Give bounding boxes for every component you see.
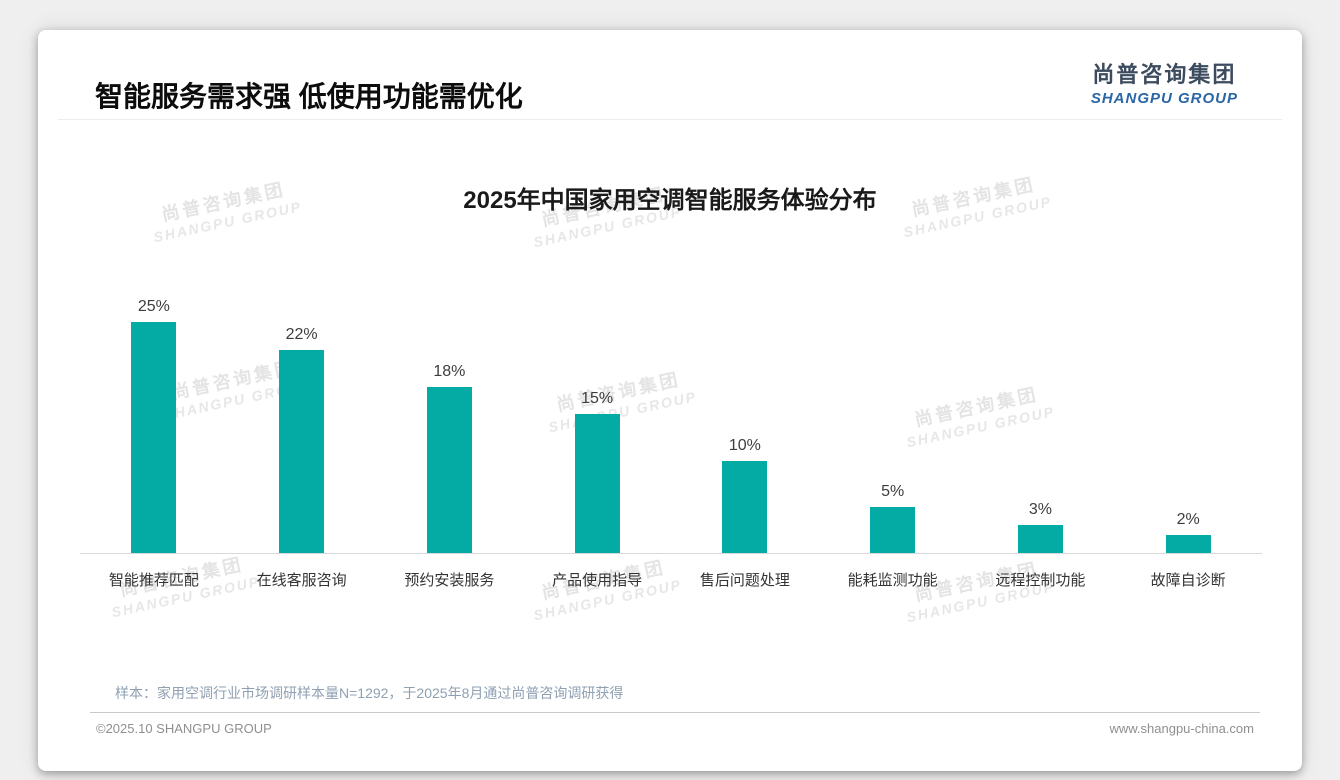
bar-column: 25% <box>80 270 228 553</box>
bar-column: 22% <box>228 270 376 553</box>
footer-copyright: ©2025.10 SHANGPU GROUP <box>96 721 272 736</box>
bar-column: 10% <box>671 270 819 553</box>
x-axis-label: 智能推荐匹配 <box>108 572 199 589</box>
x-axis-label: 能耗监测功能 <box>847 572 938 589</box>
bar-column: 2% <box>1114 270 1262 553</box>
bar-value-label: 15% <box>581 390 614 408</box>
sample-note: 样本：家用空调行业市场调研样本量N=1292，于2025年8月通过尚普咨询调研获… <box>115 685 624 701</box>
x-axis-label: 产品使用指导 <box>552 572 643 589</box>
bar <box>574 414 620 553</box>
x-axis-line <box>80 553 1262 554</box>
x-axis-labels: 智能推荐匹配 在线客服咨询 预约安装服务 产品使用指导 售后问题处理 能耗监测功能 远程控制… <box>80 569 1262 590</box>
bar <box>722 460 768 553</box>
page-title: 智能服务需求强 低使用功能需优化 <box>95 81 523 112</box>
bar <box>279 349 325 553</box>
bar-column: 3% <box>967 270 1115 553</box>
bar <box>870 506 916 553</box>
bar <box>1165 534 1211 553</box>
bar-column: 5% <box>819 270 967 553</box>
bar-value-label: 10% <box>728 436 761 454</box>
bar-value-label: 18% <box>433 362 466 380</box>
bar-value-label: 5% <box>881 482 905 500</box>
x-axis-label: 故障自诊断 <box>1150 572 1226 589</box>
bar <box>1017 525 1063 553</box>
x-axis-label: 预约安装服务 <box>404 572 495 589</box>
logo-english-text: SHANGPU GROUP <box>1090 90 1238 107</box>
bar <box>131 322 177 553</box>
slide-card: 尚普咨询集团 SHANGPU GROUP 尚普咨询集团 SHANGPU GROUP 尚普… <box>38 30 1302 771</box>
bar <box>426 386 472 553</box>
logo-chinese-text: 尚普咨询集团 <box>1092 62 1237 87</box>
company-logo: 尚普咨询集团 SHANGPU GROUP <box>1091 57 1238 107</box>
bar-value-label: 25% <box>137 298 170 315</box>
bar-value-label: 2% <box>1176 510 1200 528</box>
bar-column: 15% <box>523 270 671 553</box>
footer-divider <box>90 712 1260 713</box>
x-axis-label: 在线客服咨询 <box>256 572 347 589</box>
bar-column: 18% <box>376 270 524 553</box>
x-axis-label: 远程控制功能 <box>995 572 1086 589</box>
bar-value-label: 22% <box>285 325 318 343</box>
footer-website: www.shangpu-china.com <box>1109 721 1254 736</box>
x-axis-label: 售后问题处理 <box>699 572 790 589</box>
chart-title: 2025年中国家用空调智能服务体验分布 <box>463 187 877 214</box>
bar-chart: 25% 22% 18% 15% 10% 5% 3% 2% <box>80 270 1262 553</box>
bar-value-label: 3% <box>1028 501 1052 519</box>
header-divider <box>58 119 1282 120</box>
